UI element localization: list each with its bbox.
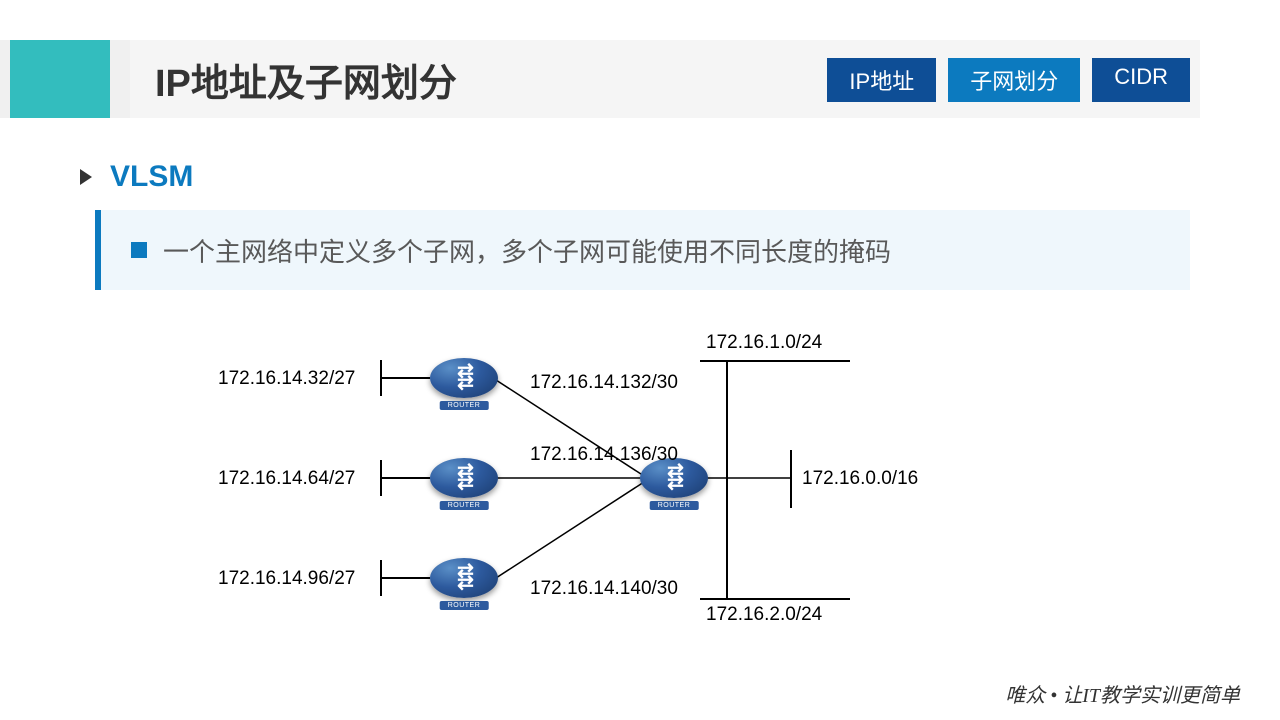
section-header: VLSM (80, 160, 193, 194)
bus-bot-h (700, 598, 850, 600)
description-box: 一个主网络中定义多个子网，多个子网可能使用不同长度的掩码 (95, 210, 1190, 290)
accent-block (10, 40, 110, 118)
net-left-3: 172.16.14.96/27 (218, 568, 355, 590)
tab-ip[interactable]: IP地址 (827, 58, 936, 102)
arrow-icon (80, 169, 92, 185)
bus-top-h (700, 360, 850, 362)
footer-slogan: 唯众 • 让IT教学实训更简单 (1005, 679, 1240, 708)
tab-cidr[interactable]: CIDR (1092, 58, 1190, 102)
router-2: ⇄⇄ ROUTER (430, 458, 498, 510)
description-text: 一个主网络中定义多个子网，多个子网可能使用不同长度的掩码 (163, 232, 891, 269)
net-right-2: 172.16.0.0/16 (802, 468, 918, 490)
section-title: VLSM (110, 160, 193, 194)
link-label-1: 172.16.14.132/30 (530, 372, 678, 394)
tab-row: IP地址 子网划分 CIDR (827, 58, 1190, 102)
router-1: ⇄⇄ ROUTER (430, 358, 498, 410)
network-diagram: ⇄⇄ ROUTER ⇄⇄ ROUTER ⇄⇄ ROUTER ⇄⇄ ROUTER … (190, 320, 1090, 640)
link-label-3: 172.16.14.140/30 (530, 578, 678, 600)
bus-v (726, 360, 728, 600)
bus-right-v (790, 450, 792, 508)
bullet-icon (131, 242, 147, 258)
router-3: ⇄⇄ ROUTER (430, 558, 498, 610)
net-right-1: 172.16.1.0/24 (706, 332, 822, 354)
net-left-1: 172.16.14.32/27 (218, 368, 355, 390)
net-right-3: 172.16.2.0/24 (706, 604, 822, 626)
page-title: IP地址及子网划分 (155, 52, 457, 107)
tab-subnet[interactable]: 子网划分 (948, 58, 1080, 102)
net-left-2: 172.16.14.64/27 (218, 468, 355, 490)
link-label-2: 172.16.14.136/30 (530, 444, 678, 466)
